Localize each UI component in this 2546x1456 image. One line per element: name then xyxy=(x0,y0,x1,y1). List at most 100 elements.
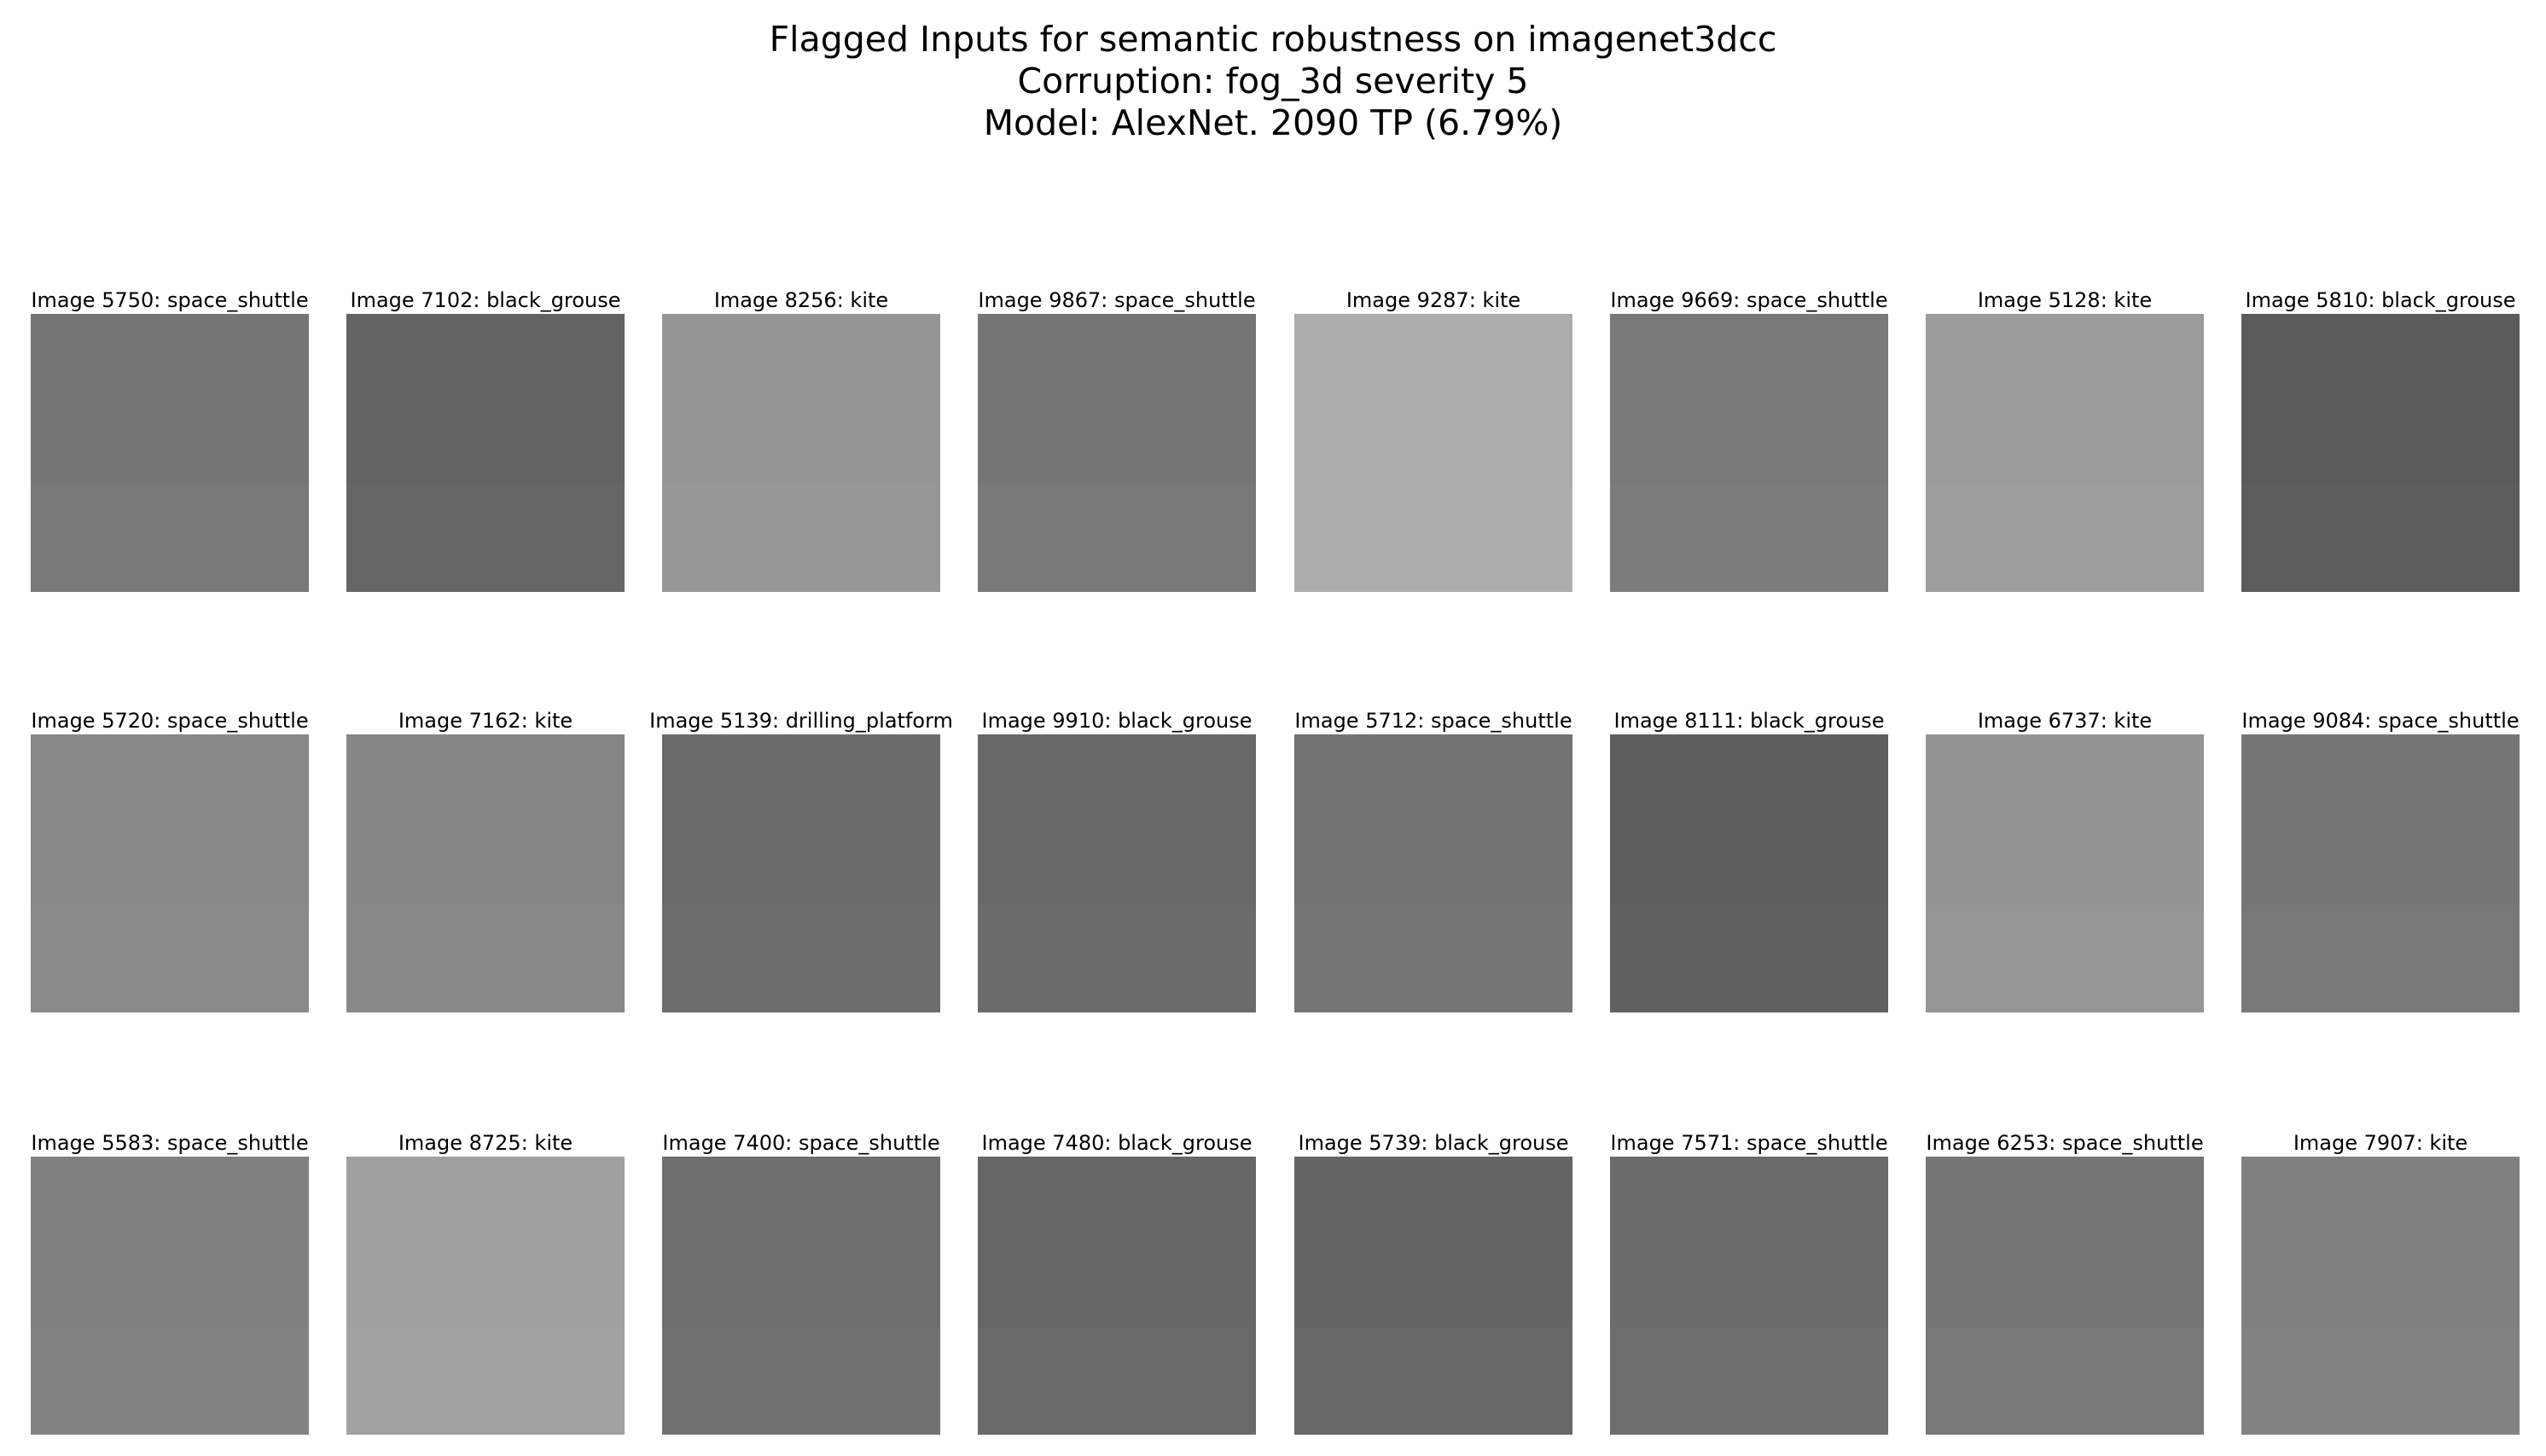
image-tile: Image 8256: kite xyxy=(662,288,940,595)
image-thumbnail xyxy=(1926,1157,2204,1435)
image-tile: Image 6737: kite xyxy=(1926,709,2204,1016)
fogged-image xyxy=(662,734,940,1012)
image-thumbnail xyxy=(1610,734,1888,1012)
fogged-image xyxy=(662,314,940,592)
fog-overlay xyxy=(31,1327,309,1435)
fog-overlay xyxy=(1610,905,1888,1012)
image-thumbnail xyxy=(346,734,625,1012)
image-caption: Image 9669: space_shuttle xyxy=(1610,288,1888,312)
image-caption: Image 9910: black_grouse xyxy=(981,709,1253,733)
fog-overlay xyxy=(978,1327,1256,1435)
image-caption: Image 5750: space_shuttle xyxy=(31,288,309,312)
figure-title: Flagged Inputs for semantic robustness o… xyxy=(0,19,2546,144)
image-caption: Image 7400: space_shuttle xyxy=(662,1131,940,1155)
image-fill xyxy=(1610,734,1888,1012)
fogged-image xyxy=(346,1157,625,1435)
image-fill xyxy=(346,734,625,1012)
image-tile: Image 7400: space_shuttle xyxy=(662,1131,940,1438)
title-line-1: Flagged Inputs for semantic robustness o… xyxy=(769,19,1777,60)
fog-overlay xyxy=(1610,1327,1888,1435)
fogged-image xyxy=(31,734,309,1012)
image-fill xyxy=(31,734,309,1012)
image-caption: Image 5128: kite xyxy=(1977,288,2153,312)
image-thumbnail xyxy=(1926,734,2204,1012)
fogged-image xyxy=(31,314,309,592)
image-tile: Image 6253: space_shuttle xyxy=(1926,1131,2204,1438)
fog-overlay xyxy=(2241,484,2520,592)
image-fill xyxy=(2241,734,2520,1012)
image-thumbnail xyxy=(346,314,625,592)
fog-overlay xyxy=(31,905,309,1012)
fogged-image xyxy=(2241,734,2520,1012)
image-tile: Image 9084: space_shuttle xyxy=(2241,709,2520,1016)
image-tile: Image 5139: drilling_platform xyxy=(649,709,953,1016)
image-thumbnail xyxy=(1926,314,2204,592)
image-tile: Image 7162: kite xyxy=(346,709,625,1016)
image-thumbnail xyxy=(2241,734,2520,1012)
image-fill xyxy=(662,314,940,592)
fogged-image xyxy=(978,1157,1256,1435)
image-thumbnail xyxy=(978,314,1256,592)
image-tile: Image 9867: space_shuttle xyxy=(978,288,1256,595)
fogged-image xyxy=(346,314,625,592)
image-tile: Image 7480: black_grouse xyxy=(978,1131,1256,1438)
fog-overlay xyxy=(1926,1327,2204,1435)
fog-overlay xyxy=(2241,1327,2520,1435)
fogged-image xyxy=(1610,1157,1888,1435)
image-caption: Image 5720: space_shuttle xyxy=(31,709,309,733)
image-tile: Image 7907: kite xyxy=(2241,1131,2520,1438)
image-fill xyxy=(1294,314,1572,592)
fog-overlay xyxy=(31,484,309,592)
image-fill xyxy=(978,314,1256,592)
image-tile: Image 5720: space_shuttle xyxy=(31,709,309,1016)
image-tile: Image 5712: space_shuttle xyxy=(1294,709,1572,1016)
image-fill xyxy=(978,734,1256,1012)
fogged-image xyxy=(662,1157,940,1435)
image-fill xyxy=(2241,1157,2520,1435)
image-caption: Image 7162: kite xyxy=(398,709,573,733)
fog-overlay xyxy=(662,1327,940,1435)
image-thumbnail xyxy=(1610,314,1888,592)
fogged-image xyxy=(346,734,625,1012)
fog-overlay xyxy=(978,484,1256,592)
fogged-image xyxy=(978,734,1256,1012)
image-caption: Image 7480: black_grouse xyxy=(981,1131,1253,1155)
fogged-image xyxy=(2241,314,2520,592)
image-caption: Image 7571: space_shuttle xyxy=(1610,1131,1888,1155)
image-caption: Image 9287: kite xyxy=(1346,288,1521,312)
image-fill xyxy=(31,1157,309,1435)
fog-overlay xyxy=(1926,484,2204,592)
image-fill xyxy=(1294,734,1572,1012)
image-tile: Image 5583: space_shuttle xyxy=(31,1131,309,1438)
image-thumbnail xyxy=(31,734,309,1012)
image-caption: Image 9084: space_shuttle xyxy=(2241,709,2520,733)
image-fill xyxy=(1610,1157,1888,1435)
image-thumbnail xyxy=(31,314,309,592)
fog-overlay xyxy=(1294,905,1572,1012)
image-fill xyxy=(1294,1157,1572,1435)
title-line-2: Corruption: fog_3d severity 5 xyxy=(1017,61,1529,102)
fogged-image xyxy=(978,314,1256,592)
image-fill xyxy=(31,314,309,592)
image-fill xyxy=(1610,314,1888,592)
fog-overlay xyxy=(1610,484,1888,592)
fogged-image xyxy=(1926,734,2204,1012)
fogged-image xyxy=(1926,314,2204,592)
image-tile: Image 9669: space_shuttle xyxy=(1610,288,1888,595)
image-fill xyxy=(346,1157,625,1435)
image-thumbnail xyxy=(662,314,940,592)
image-thumbnail xyxy=(31,1157,309,1435)
image-tile: Image 5810: black_grouse xyxy=(2241,288,2520,595)
fogged-image xyxy=(1294,734,1572,1012)
image-thumbnail xyxy=(662,1157,940,1435)
title-line-3: Model: AlexNet. 2090 TP (6.79%) xyxy=(983,102,1563,143)
image-tile: Image 9287: kite xyxy=(1294,288,1572,595)
image-tile: Image 8111: black_grouse xyxy=(1610,709,1888,1016)
image-fill xyxy=(1926,734,2204,1012)
image-fill xyxy=(662,734,940,1012)
image-thumbnail xyxy=(2241,1157,2520,1435)
fogged-image xyxy=(2241,1157,2520,1435)
fog-overlay xyxy=(2241,905,2520,1012)
fogged-image xyxy=(1610,314,1888,592)
